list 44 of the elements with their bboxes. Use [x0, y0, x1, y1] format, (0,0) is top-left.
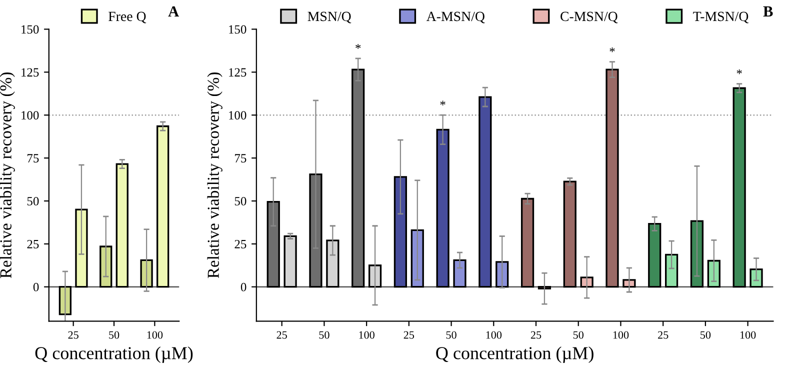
y-tick-label: 100 — [22, 111, 39, 120]
legend-label: C-MSN/Q — [560, 12, 618, 24]
text: B — [763, 6, 773, 16]
y-tick-label: 150 — [229, 25, 246, 34]
y-tick-label: 50 — [27, 196, 39, 206]
x-tick-label: 100 — [613, 331, 629, 339]
x-tick-label: 100 — [740, 331, 756, 339]
x-tick-label: 50 — [446, 331, 456, 339]
x-tick-label: 25 — [658, 331, 668, 339]
y-tick-label: 0 — [33, 282, 39, 292]
x-axis-title: Q concentration (µM) — [436, 346, 594, 363]
y-tick-label: 125 — [22, 68, 39, 77]
y-tick-label: 25 — [234, 240, 246, 248]
data-label: * — [356, 44, 361, 49]
x-tick-label: 25 — [68, 331, 78, 339]
legend-label: T-MSN/Q — [693, 12, 748, 24]
x-tick-label: 25 — [530, 331, 542, 339]
x-tick-label: 100 — [147, 331, 163, 339]
y-tick-label: 25 — [27, 240, 39, 248]
data-label: * — [440, 100, 446, 106]
y-axis-title: Relative viability recovery (%) — [0, 72, 15, 278]
y-tick-label: 75 — [235, 154, 246, 162]
data-label: * — [610, 48, 615, 52]
y-axis-title: Relative viability recovery (%) — [207, 72, 222, 278]
x-tick-label: 100 — [359, 331, 374, 339]
x-tick-label: 25 — [276, 331, 287, 339]
y-tick-label: 150 — [22, 25, 39, 34]
text: A — [168, 6, 179, 16]
y-tick-label: 125 — [229, 68, 246, 77]
y-tick-label: 0 — [240, 282, 246, 292]
x-tick-label: 50 — [109, 331, 120, 339]
x-axis-title: Q concentration (µM) — [35, 346, 193, 363]
y-tick-label: 100 — [229, 111, 246, 120]
data-label: * — [736, 70, 742, 74]
x-tick-label: 50 — [700, 331, 711, 339]
x-tick-label: 50 — [573, 331, 584, 339]
x-tick-label: 100 — [486, 331, 502, 339]
legend-label: A-MSN/Q — [426, 12, 485, 24]
y-tick-label: 75 — [28, 154, 39, 162]
legend-label: MSN/Q — [308, 12, 352, 24]
legend-label: Free Q — [108, 12, 146, 24]
x-tick-label: 25 — [404, 331, 414, 339]
y-tick-label: 50 — [234, 196, 246, 206]
x-tick-label: 50 — [319, 331, 330, 339]
